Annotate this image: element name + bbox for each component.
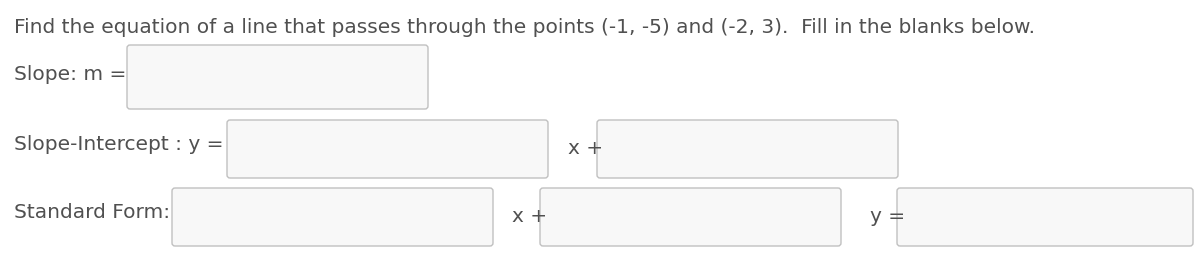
FancyBboxPatch shape <box>227 120 548 178</box>
FancyBboxPatch shape <box>898 188 1193 246</box>
Text: Find the equation of a line that passes through the points (-1, -5) and (-2, 3).: Find the equation of a line that passes … <box>14 18 1034 37</box>
FancyBboxPatch shape <box>127 45 428 109</box>
Text: Standard Form:: Standard Form: <box>14 203 170 221</box>
FancyBboxPatch shape <box>540 188 841 246</box>
FancyBboxPatch shape <box>598 120 898 178</box>
Text: x +: x + <box>568 139 604 159</box>
Text: y =: y = <box>870 208 905 227</box>
FancyBboxPatch shape <box>172 188 493 246</box>
Text: x +: x + <box>512 208 547 227</box>
Text: Slope-Intercept : y =: Slope-Intercept : y = <box>14 135 223 155</box>
Text: Slope: m =: Slope: m = <box>14 66 126 85</box>
